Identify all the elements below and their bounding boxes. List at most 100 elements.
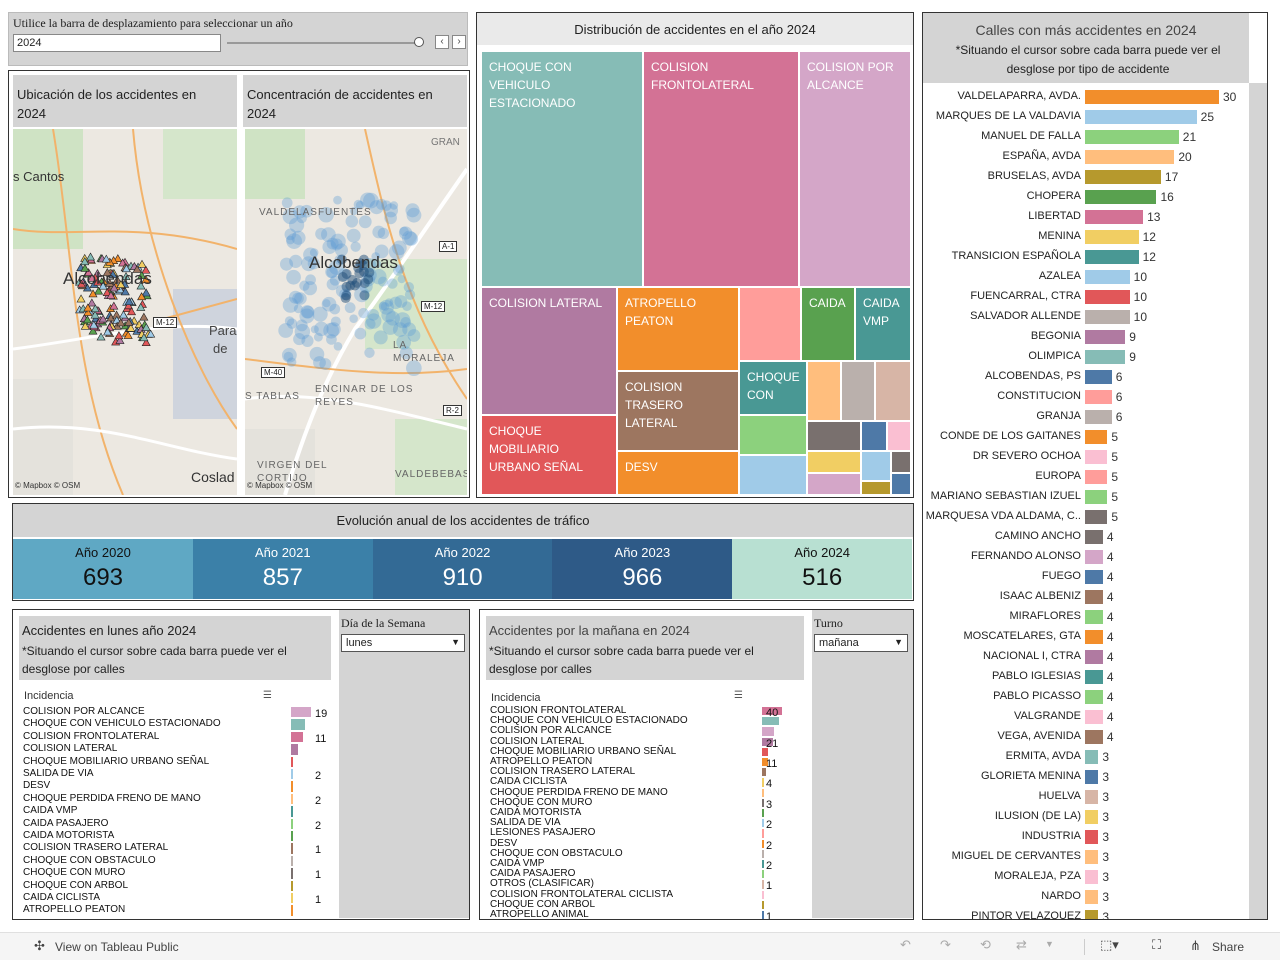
street-bar-row[interactable]: GRANJA 6 (923, 407, 1253, 427)
street-bar[interactable] (1085, 690, 1103, 704)
street-bar[interactable] (1085, 270, 1130, 284)
treemap-tile[interactable] (861, 481, 891, 495)
incidence-bar[interactable] (291, 769, 294, 780)
incidence-bar[interactable] (762, 839, 764, 848)
treemap-tile[interactable]: CHOQUE MOBILIARIO URBANO SEÑAL (481, 415, 617, 495)
year-slider-handle[interactable] (414, 37, 424, 47)
year-kpi-tile[interactable]: Año 2023 966 (552, 539, 733, 599)
treemap-tile[interactable]: ATROPELLO PEATON (617, 287, 739, 371)
incidence-bar[interactable] (762, 900, 764, 909)
street-bar-row[interactable]: CONDE DE LOS GAITANES 5 (923, 427, 1253, 447)
street-bar[interactable] (1085, 350, 1126, 364)
accident-marker[interactable] (86, 252, 96, 261)
street-bar[interactable] (1085, 790, 1099, 804)
accident-marker[interactable] (109, 301, 119, 310)
fullscreen-icon[interactable]: ⛶ (1152, 937, 1162, 952)
street-bar[interactable] (1085, 130, 1179, 144)
incidence-bar[interactable] (762, 747, 768, 756)
street-bar-row[interactable]: FERNANDO ALONSO 4 (923, 547, 1253, 567)
treemap-tile[interactable] (891, 451, 911, 473)
incidence-bar[interactable] (762, 758, 768, 767)
accident-marker[interactable] (132, 264, 142, 273)
accident-marker[interactable] (96, 332, 106, 341)
streets-bar-chart[interactable]: VALDELAPARRA, AVDA. 30 MARQUES DE LA VALDA… (923, 85, 1249, 919)
street-bar-row[interactable]: NARDO 3 (923, 887, 1253, 907)
street-bar[interactable] (1085, 550, 1103, 564)
incidence-bar[interactable] (291, 831, 294, 842)
street-bar[interactable] (1085, 510, 1108, 524)
street-bar-row[interactable]: MIGUEL DE CERVANTES 3 (923, 847, 1253, 867)
incidence-bar[interactable] (762, 911, 764, 919)
street-bar-row[interactable]: AZALEA 10 (923, 267, 1253, 287)
year-value-field[interactable]: 2024 (13, 34, 221, 52)
accident-marker[interactable] (121, 272, 131, 280)
incidence-bar[interactable] (762, 798, 764, 807)
street-bar[interactable] (1085, 490, 1108, 504)
accident-marker[interactable] (113, 254, 123, 262)
accident-marker[interactable] (141, 288, 151, 297)
accident-marker[interactable] (116, 280, 126, 288)
street-bar[interactable] (1085, 870, 1099, 884)
treemap-tile[interactable] (807, 421, 861, 451)
accident-marker[interactable] (141, 323, 151, 331)
street-bar-row[interactable]: LIBERTAD 13 (923, 207, 1253, 227)
accident-marker[interactable] (80, 321, 90, 330)
revert-icon[interactable]: ⟲ (980, 937, 991, 952)
accidents-location-map[interactable]: s Cantos Alcobendas Para de Coslad M-12 … (13, 129, 237, 495)
treemap-tile[interactable] (841, 361, 875, 421)
accident-marker[interactable] (124, 317, 134, 326)
street-bar[interactable] (1085, 570, 1103, 584)
street-bar-row[interactable]: CHOPERA 16 (923, 187, 1253, 207)
street-bar[interactable] (1085, 910, 1099, 919)
street-bar[interactable] (1085, 190, 1157, 204)
incidence-bar[interactable] (762, 737, 773, 746)
street-bar-row[interactable]: MANUEL DE FALLA 21 (923, 127, 1253, 147)
shift-filter-select[interactable]: mañana ▼ (814, 634, 908, 652)
streets-scrollbar[interactable] (1249, 83, 1267, 919)
share-button[interactable]: Share (1212, 940, 1245, 954)
accident-marker[interactable] (141, 338, 151, 346)
street-bar[interactable] (1085, 370, 1112, 384)
street-bar-row[interactable]: BEGONIA 9 (923, 327, 1253, 347)
incidence-bar[interactable] (291, 880, 293, 891)
treemap-tile[interactable] (861, 421, 887, 451)
accident-marker[interactable] (136, 281, 146, 290)
chevron-down-icon[interactable]: ▼ (1045, 939, 1054, 949)
incidence-bar[interactable] (762, 717, 779, 726)
street-bar[interactable] (1085, 630, 1103, 644)
accident-marker[interactable] (84, 268, 94, 276)
street-bar-row[interactable]: ERMITA, AVDA 3 (923, 747, 1253, 767)
treemap-tile[interactable] (739, 455, 807, 495)
accident-marker[interactable] (112, 275, 122, 284)
treemap-tile[interactable]: COLISION TRASERO LATERAL (617, 371, 739, 451)
street-bar-row[interactable]: ISAAC ALBENIZ 4 (923, 587, 1253, 607)
accident-marker[interactable] (139, 333, 149, 342)
street-bar-row[interactable]: INDUSTRIA 3 (923, 827, 1253, 847)
accident-marker[interactable] (141, 275, 151, 284)
accident-marker[interactable] (137, 270, 147, 279)
street-bar-row[interactable]: CAMINO ANCHO 4 (923, 527, 1253, 547)
incidence-bar[interactable] (291, 818, 294, 829)
street-bar-row[interactable]: MENINA 12 (923, 227, 1253, 247)
treemap-tile[interactable]: CHOQUE CON (739, 361, 807, 415)
incidence-bar[interactable] (291, 756, 294, 767)
street-bar[interactable] (1085, 430, 1108, 444)
year-slider-track[interactable] (227, 42, 421, 44)
street-bar[interactable] (1085, 410, 1112, 424)
street-bar-row[interactable]: OLIMPICA 9 (923, 347, 1253, 367)
incidence-bar[interactable] (762, 788, 764, 797)
street-bar[interactable] (1085, 150, 1175, 164)
accident-marker[interactable] (101, 254, 111, 263)
accident-marker[interactable] (137, 292, 147, 301)
treemap-tile[interactable]: COLISION LATERAL (481, 287, 617, 415)
street-bar-row[interactable]: PABLO IGLESIAS 4 (923, 667, 1253, 687)
incidence-bar[interactable] (762, 860, 764, 869)
street-bar[interactable] (1085, 650, 1103, 664)
year-kpi-tile[interactable]: Año 2020 693 (13, 539, 193, 599)
sort-icon[interactable]: ☰ (734, 690, 743, 701)
accident-marker[interactable] (120, 287, 130, 296)
accident-marker[interactable] (80, 263, 90, 272)
street-bar[interactable] (1085, 250, 1139, 264)
incidence-bar[interactable] (762, 778, 764, 787)
treemap-tile[interactable] (861, 451, 891, 481)
